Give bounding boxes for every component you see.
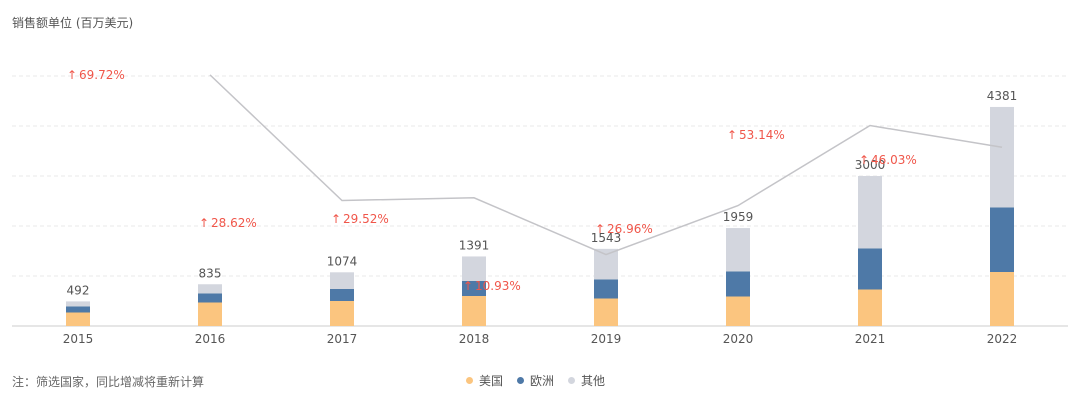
- bar-segment-other: [594, 248, 618, 280]
- legend-item-europe[interactable]: 欧洲: [517, 372, 554, 389]
- legend-label-usa: 美国: [479, 374, 504, 388]
- bar-segment-europe: [462, 281, 486, 296]
- bar-segment-other: [858, 176, 882, 249]
- legend-item-other[interactable]: 其他: [568, 372, 605, 389]
- bar-total-label: 1391: [459, 238, 490, 252]
- x-tick-label: 2018: [459, 332, 490, 346]
- legend-item-usa[interactable]: 美国: [466, 372, 503, 389]
- growth-label: 29.52%: [343, 212, 389, 226]
- bar-segment-usa: [330, 301, 354, 326]
- footnote: 注：筛选国家，同比增减将重新计算: [12, 375, 205, 389]
- bar-total-label: 1074: [327, 254, 358, 268]
- bar-segment-europe: [858, 248, 882, 290]
- legend-swatch-other: [568, 377, 576, 384]
- bar-segment-other: [726, 228, 750, 272]
- bar-segment-europe: [726, 271, 750, 297]
- x-tick-label: 2020: [723, 332, 754, 346]
- bar-segment-europe: [330, 289, 354, 301]
- growth-arrow-icon: ↑: [595, 222, 605, 236]
- bar-segment-europe: [990, 207, 1014, 272]
- bar-total-label: 835: [199, 266, 222, 280]
- growth-arrow-icon: ↑: [463, 279, 473, 293]
- bar-segment-other: [462, 256, 486, 281]
- bar-total-label: 1959: [723, 210, 754, 224]
- x-tick-label: 2019: [591, 332, 622, 346]
- growth-label: 69.72%: [79, 68, 125, 82]
- legend-label-other: 其他: [581, 374, 606, 388]
- growth-arrow-icon: ↑: [727, 128, 737, 142]
- growth-label: 10.93%: [475, 279, 521, 293]
- unit-label: 销售额单位 (百万美元): [12, 16, 134, 30]
- growth-arrow-icon: ↑: [67, 68, 77, 82]
- legend: 美国 欧洲 其他: [466, 372, 605, 389]
- bar-segment-other: [66, 301, 90, 307]
- bar-segment-other: [198, 284, 222, 294]
- bar-segment-europe: [594, 279, 618, 299]
- growth-label: 26.96%: [607, 222, 653, 236]
- x-tick-label: 2015: [63, 332, 94, 346]
- growth-label: 53.14%: [739, 128, 785, 142]
- bar-segment-usa: [990, 272, 1014, 326]
- bar-segment-usa: [726, 296, 750, 326]
- growth-arrow-icon: ↑: [199, 216, 209, 230]
- bar-segment-usa: [198, 302, 222, 326]
- bar-total-label: 4381: [987, 89, 1018, 103]
- bar-segment-usa: [858, 289, 882, 326]
- legend-label-europe: 欧洲: [530, 374, 555, 388]
- growth-line: [209, 74, 1003, 256]
- bar-segment-usa: [66, 312, 90, 326]
- bar-total-label: 1543: [591, 231, 622, 245]
- bar-segment-europe: [198, 293, 222, 303]
- bar-segment-europe: [66, 306, 90, 313]
- bar-segment-usa: [594, 298, 618, 326]
- x-tick-label: 2022: [987, 332, 1018, 346]
- legend-swatch-europe: [517, 377, 525, 384]
- legend-swatch-usa: [466, 377, 473, 384]
- x-tick-label: 2016: [195, 332, 226, 346]
- growth-label: 28.62%: [211, 216, 257, 230]
- x-tick-label: 2021: [855, 332, 886, 346]
- x-tick-label: 2017: [327, 332, 358, 346]
- bar-segment-usa: [462, 296, 486, 326]
- bar-total-label: 492: [67, 283, 90, 297]
- growth-arrow-icon: ↑: [331, 212, 341, 226]
- bar-segment-other: [330, 272, 354, 289]
- bar-total-label: 3000: [855, 158, 886, 172]
- growth-arrow-icon: ↑: [859, 153, 869, 167]
- bar-segment-other: [990, 106, 1014, 208]
- growth-label: 46.03%: [871, 153, 917, 167]
